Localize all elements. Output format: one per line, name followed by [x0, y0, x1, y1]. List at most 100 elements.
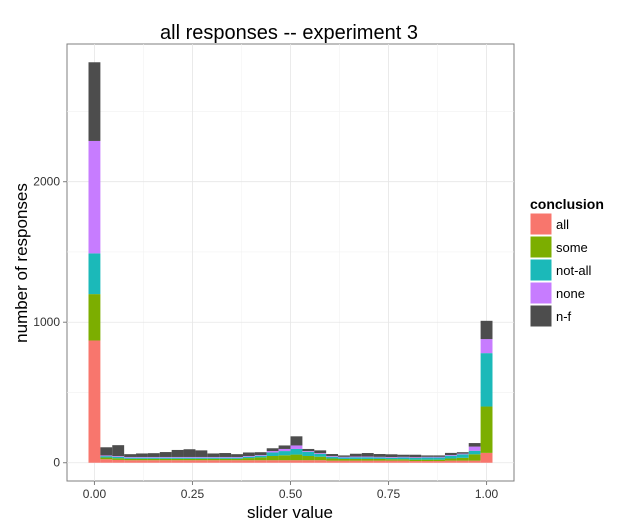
bar-segment-not-all: [242, 456, 255, 459]
bar-segment-none: [444, 455, 457, 456]
bar-segment-some: [195, 458, 208, 461]
bar-segment-n-f: [183, 449, 196, 457]
bar-segment-all: [278, 460, 291, 463]
bar-segment-n-f: [195, 450, 208, 457]
bar-segment-all: [302, 460, 315, 463]
bar-segment-not-all: [278, 451, 291, 456]
bar-segment-not-all: [195, 457, 208, 459]
bar-segment-none: [373, 456, 386, 458]
bar-segment-some: [433, 459, 445, 462]
bar-segment-not-all: [159, 457, 172, 459]
bar-segment-some: [254, 457, 267, 461]
bar-segment-none: [480, 339, 493, 354]
bar-segment-all: [373, 460, 386, 463]
bar-segment-none: [314, 453, 327, 454]
bar-segment-some: [100, 457, 113, 460]
legend-label-all: all: [556, 217, 569, 232]
bar-segment-not-all: [219, 457, 232, 459]
bar-segment-some: [278, 455, 291, 461]
bar-segment-not-all: [361, 457, 374, 459]
bar-segment-all: [231, 460, 243, 463]
bar-segment-n-f: [314, 450, 327, 454]
bar-segment-none: [421, 456, 434, 458]
bar-segment-some: [302, 455, 315, 461]
bar-segment-none: [290, 445, 303, 449]
bar-segment-n-f: [219, 453, 232, 457]
bar-segment-some: [480, 406, 493, 453]
bar-segment-n-f: [124, 454, 137, 457]
bar-segment-none: [278, 448, 291, 452]
bar-segment-none: [88, 140, 101, 254]
bar-segment-some: [207, 458, 220, 461]
bar-segment-some: [421, 459, 434, 462]
bar-segment-some: [397, 459, 410, 461]
bar-segment-n-f: [373, 454, 386, 457]
x-axis-ticks: 0.00 0.25 0.50 0.75 1.00: [83, 481, 499, 501]
bar-segment-all: [290, 460, 303, 463]
bar-segment-none: [183, 456, 196, 458]
bar-segment-some: [147, 458, 160, 461]
x-tick-label: 0.50: [279, 487, 303, 501]
bar-segment-none: [100, 455, 113, 457]
bar-segment-none: [219, 456, 232, 458]
legend-label-n-f: n-f: [556, 309, 572, 324]
bar-segment-not-all: [266, 452, 279, 456]
bar-segment-all: [147, 460, 160, 463]
bar-segment-not-all: [314, 453, 327, 457]
bar-segment-none: [409, 457, 422, 458]
legend-swatch-not-all: [529, 258, 553, 282]
bar-segment-n-f: [171, 449, 184, 457]
bar-segment-some: [444, 458, 457, 461]
bar-segment-not-all: [183, 457, 196, 459]
bar-segment-n-f: [349, 453, 362, 457]
y-axis-ticks: 0 1000 2000: [33, 175, 67, 470]
bar-segment-all: [326, 460, 339, 463]
bar-segment-all: [183, 460, 196, 463]
bar-segment-some: [409, 459, 422, 462]
x-tick-label: 0.75: [377, 487, 401, 501]
bar-segment-none: [195, 456, 208, 458]
bar-segment-some: [159, 458, 172, 461]
bar-segment-n-f: [385, 454, 398, 458]
bar-segment-some: [112, 458, 125, 460]
bar-segment-n-f: [278, 445, 291, 449]
bar-segment-all: [100, 459, 113, 463]
bar-segment-all: [171, 460, 184, 463]
bar-segment-not-all: [338, 457, 350, 459]
bar-segment-not-all: [254, 455, 267, 458]
bar-segment-none: [171, 456, 184, 458]
y-axis-title: number of responses: [12, 183, 31, 343]
bar-segment-not-all: [468, 450, 481, 455]
bar-segment-not-all: [88, 253, 101, 295]
bar-segment-n-f: [361, 453, 374, 457]
bar-segment-all: [314, 460, 327, 463]
bar-segment-none: [338, 456, 350, 458]
legend-swatch-n-f: [529, 304, 553, 328]
bar-segment-n-f: [302, 448, 315, 452]
bar-segment-all: [480, 452, 493, 463]
bar-segment-not-all: [456, 454, 469, 458]
bar-segment-not-all: [290, 448, 303, 455]
bar-segment-n-f: [159, 452, 172, 457]
bar-segment-n-f: [112, 445, 125, 457]
bar-segment-n-f: [326, 454, 339, 457]
bar-segment-none: [361, 456, 374, 458]
bar-segment-some: [266, 455, 279, 461]
bar-segment-some: [314, 456, 327, 461]
bar-segment-none: [302, 451, 315, 452]
legend-label-some: some: [556, 240, 588, 255]
bar-segment-n-f: [480, 320, 493, 340]
bar-segment-some: [124, 458, 137, 461]
bar-segment-all: [159, 460, 172, 463]
bar-segment-all: [254, 460, 267, 463]
y-tick-label: 2000: [33, 175, 60, 189]
bar-segment-n-f: [290, 436, 303, 446]
bar-segment-not-all: [207, 457, 220, 459]
bar-segment-n-f: [456, 452, 469, 454]
bar-segment-not-all: [349, 457, 362, 459]
bar-segment-none: [385, 457, 398, 458]
bar-segment-not-all: [112, 456, 125, 459]
bar-segment-some: [136, 458, 148, 461]
x-axis-title: slider value: [247, 503, 333, 522]
legend-title: conclusion: [530, 196, 604, 212]
